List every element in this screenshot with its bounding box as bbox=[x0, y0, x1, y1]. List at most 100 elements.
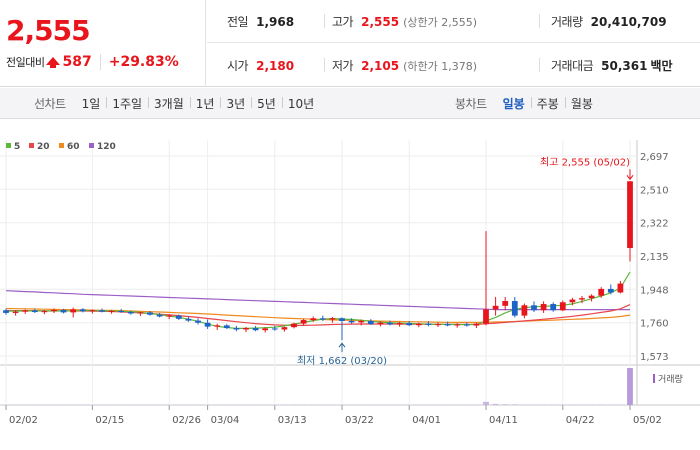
volume-label: 거래량 bbox=[658, 373, 683, 385]
tab-1-day[interactable]: 1일 bbox=[81, 97, 101, 111]
candle-body bbox=[291, 323, 297, 328]
candle-body bbox=[588, 295, 595, 299]
candle-body bbox=[511, 301, 518, 316]
volume-bar bbox=[454, 404, 461, 406]
candle-body bbox=[463, 324, 470, 326]
volume-bar bbox=[166, 404, 173, 406]
candle-body bbox=[204, 322, 211, 327]
volume-bar bbox=[233, 404, 240, 406]
tab-1-week[interactable]: 1주일 bbox=[106, 95, 148, 112]
candle-body bbox=[127, 312, 134, 314]
line-chart-title[interactable]: 선차트 bbox=[34, 97, 66, 111]
volume-bar bbox=[569, 404, 576, 406]
tab-5-year[interactable]: 5년 bbox=[251, 95, 282, 112]
candle-body bbox=[435, 324, 441, 326]
volume-bar bbox=[51, 404, 57, 406]
x-tick-label: 02/02 bbox=[9, 415, 38, 426]
y-tick-label: 2,697 bbox=[640, 152, 669, 163]
candle-body bbox=[214, 325, 221, 327]
volume-bar bbox=[147, 404, 153, 406]
tab-3-year[interactable]: 3년 bbox=[220, 95, 251, 112]
candle-chart-title[interactable]: 봉차트 bbox=[455, 97, 487, 111]
volume-bar bbox=[214, 404, 221, 406]
candle-body bbox=[339, 318, 345, 321]
tab-3-month[interactable]: 3개월 bbox=[148, 95, 190, 112]
x-tick-label: 05/02 bbox=[633, 415, 662, 426]
candle-body bbox=[166, 315, 173, 317]
candle-body bbox=[195, 320, 201, 323]
volume-bar bbox=[60, 404, 67, 406]
y-tick-label: 2,510 bbox=[640, 185, 669, 196]
volume-bar bbox=[99, 404, 105, 406]
x-tick-label: 02/26 bbox=[172, 415, 201, 426]
high-value: 2,555 bbox=[361, 14, 400, 29]
volume-bar bbox=[473, 404, 480, 406]
candle-body bbox=[387, 322, 393, 325]
open-label: 시가 bbox=[227, 59, 249, 73]
tab-weekly[interactable]: 주봉 bbox=[530, 95, 565, 112]
candle-body bbox=[329, 318, 336, 320]
candle-body bbox=[502, 301, 509, 306]
high-label: 고가 bbox=[332, 15, 354, 29]
legend-swatch bbox=[89, 143, 94, 148]
volume-bar bbox=[41, 404, 48, 406]
volume-bar bbox=[463, 404, 470, 406]
candle-body bbox=[41, 311, 48, 313]
candle-body bbox=[118, 310, 125, 313]
candle-body bbox=[358, 320, 365, 323]
candle-body bbox=[99, 310, 105, 312]
volume-bar bbox=[243, 404, 249, 406]
tab-10-year[interactable]: 10년 bbox=[281, 95, 320, 112]
candle-body bbox=[271, 328, 278, 330]
x-tick-label: 04/11 bbox=[489, 415, 518, 426]
candle-body bbox=[147, 312, 153, 315]
candle-body bbox=[473, 323, 480, 326]
volume-bar bbox=[387, 404, 393, 406]
y-tick-label: 1,948 bbox=[640, 285, 669, 296]
x-tick-label: 04/01 bbox=[412, 415, 441, 426]
candle-body bbox=[300, 320, 307, 324]
volume-bar bbox=[118, 404, 125, 406]
candle-body bbox=[79, 309, 86, 312]
prev-close-label: 전일 bbox=[227, 15, 249, 29]
high-arrow-head bbox=[626, 174, 634, 181]
candle-body bbox=[310, 318, 317, 321]
candle-body bbox=[367, 320, 374, 325]
candle-body bbox=[137, 312, 144, 314]
volume-bar bbox=[425, 404, 432, 406]
volume-bar bbox=[367, 404, 374, 406]
change-label: 전일대비 bbox=[6, 56, 45, 69]
tab-1-year[interactable]: 1년 bbox=[189, 95, 221, 112]
legend-swatch bbox=[6, 143, 11, 148]
volume-bar bbox=[377, 404, 384, 406]
candle-body bbox=[51, 309, 57, 312]
legend-swatch bbox=[59, 143, 64, 148]
tab-monthly[interactable]: 월봉 bbox=[564, 95, 599, 112]
low-cell: 저가 2,105 (하한가 1,378) bbox=[324, 44, 539, 87]
volume-bar bbox=[588, 404, 595, 406]
stock-chart: 2,697 2,510 2,322 2,135 1,948 1,760 1,573 02/02… bbox=[0, 120, 700, 450]
tab-daily[interactable]: 일봉 bbox=[502, 97, 525, 111]
volume-bar bbox=[531, 404, 537, 406]
candle-body bbox=[60, 309, 67, 313]
volume-bar bbox=[300, 404, 307, 406]
high-annotation: 최고 2,555 (05/02) bbox=[540, 156, 630, 168]
candle-body bbox=[156, 314, 163, 317]
candle-body bbox=[627, 181, 633, 248]
volume-bar bbox=[502, 404, 509, 405]
candle-body bbox=[281, 327, 288, 330]
low-annotation: 최저 1,662 (03/20) bbox=[297, 355, 387, 367]
volume-bar bbox=[31, 404, 38, 406]
volume-bar bbox=[79, 404, 86, 406]
volume-bar bbox=[348, 404, 355, 406]
amount-value: 50,361 bbox=[601, 58, 648, 73]
volume-bar bbox=[262, 404, 269, 406]
volume-bar bbox=[12, 404, 19, 406]
x-tick-label: 03/22 bbox=[345, 415, 374, 426]
volume-bar bbox=[3, 404, 9, 406]
arrow-up-icon bbox=[46, 57, 61, 68]
candle-body bbox=[12, 311, 19, 313]
change-row: 전일대비 587 +29.83% bbox=[6, 54, 179, 70]
legend-label: 60 bbox=[67, 142, 80, 152]
candle-body bbox=[108, 310, 115, 312]
